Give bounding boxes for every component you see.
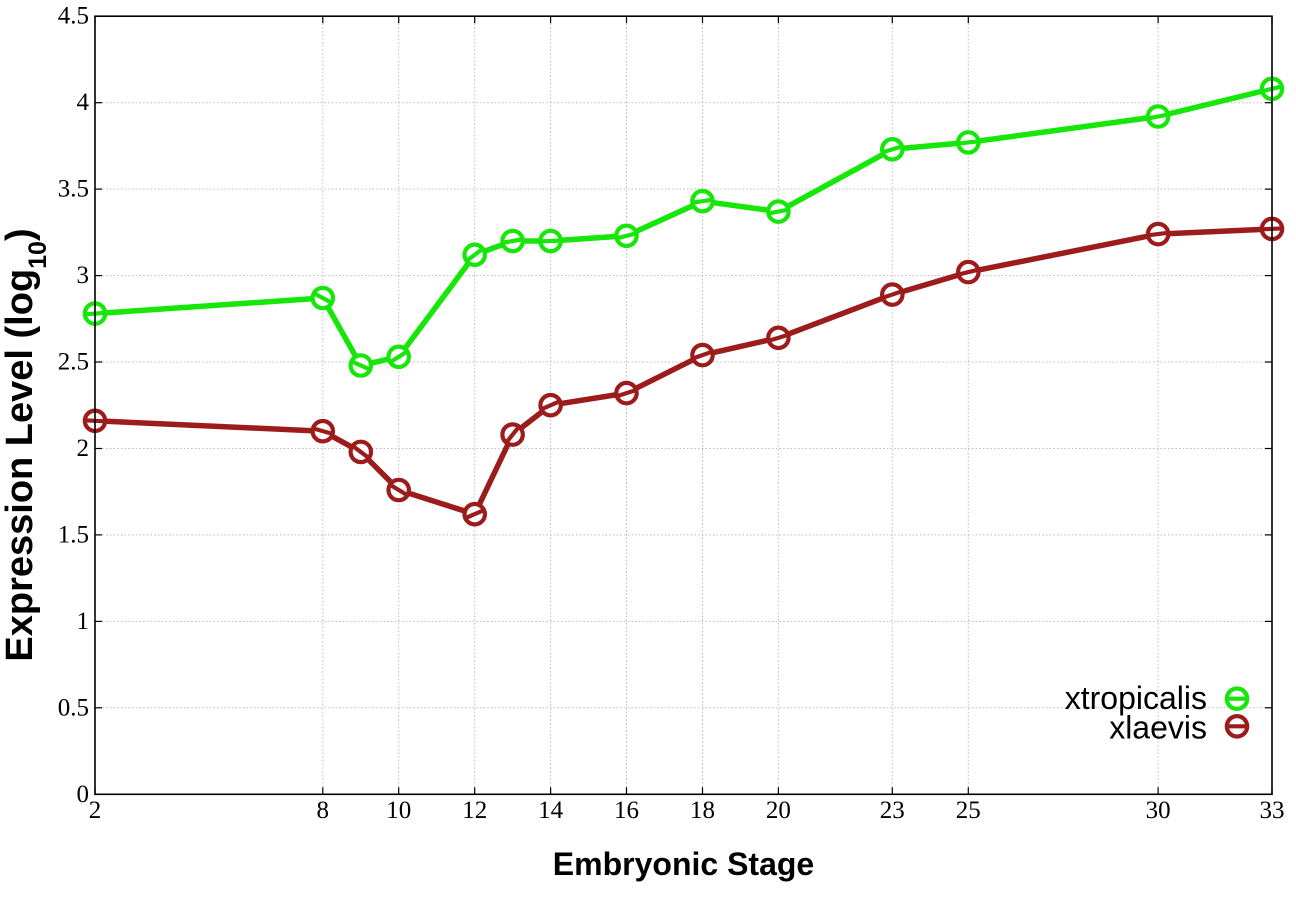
svg-text:12: 12	[462, 797, 487, 824]
svg-text:3.5: 3.5	[58, 176, 89, 203]
svg-text:33: 33	[1260, 797, 1285, 824]
svg-text:14: 14	[538, 797, 564, 824]
svg-text:4: 4	[77, 89, 90, 116]
svg-text:18: 18	[690, 797, 715, 824]
svg-text:2.5: 2.5	[58, 349, 89, 376]
svg-text:4.5: 4.5	[58, 3, 89, 30]
svg-text:0: 0	[77, 781, 90, 808]
svg-text:10: 10	[386, 797, 411, 824]
svg-text:3: 3	[77, 262, 90, 289]
svg-text:2: 2	[89, 797, 102, 824]
svg-text:23: 23	[880, 797, 905, 824]
svg-text:xlaevis: xlaevis	[1109, 710, 1207, 746]
svg-text:1.5: 1.5	[58, 522, 89, 549]
svg-text:0.5: 0.5	[58, 695, 89, 722]
svg-text:16: 16	[614, 797, 639, 824]
svg-text:30: 30	[1146, 797, 1171, 824]
svg-text:20: 20	[766, 797, 791, 824]
svg-text:8: 8	[317, 797, 330, 824]
svg-text:25: 25	[956, 797, 981, 824]
svg-text:Embryonic Stage: Embryonic Stage	[553, 846, 814, 882]
svg-text:2: 2	[77, 435, 90, 462]
svg-text:1: 1	[77, 608, 90, 635]
